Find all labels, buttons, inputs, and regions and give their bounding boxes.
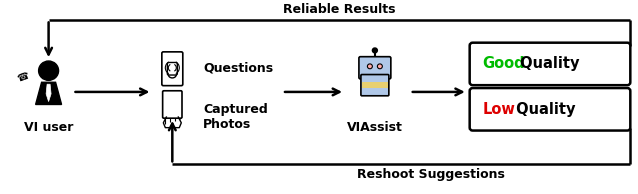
FancyBboxPatch shape	[359, 57, 391, 79]
Circle shape	[367, 64, 373, 69]
Text: Captured
Photos: Captured Photos	[204, 103, 268, 131]
Text: Questions: Questions	[204, 61, 273, 74]
Circle shape	[39, 61, 59, 80]
Text: VI user: VI user	[24, 121, 73, 134]
FancyBboxPatch shape	[470, 88, 630, 131]
Polygon shape	[46, 84, 51, 102]
FancyBboxPatch shape	[167, 62, 177, 75]
Text: Reliable Results: Reliable Results	[283, 3, 396, 16]
Circle shape	[377, 64, 382, 69]
FancyBboxPatch shape	[362, 82, 388, 88]
FancyBboxPatch shape	[162, 52, 183, 86]
Text: Good: Good	[482, 56, 525, 71]
Text: ☎: ☎	[15, 71, 30, 84]
FancyBboxPatch shape	[163, 91, 182, 118]
FancyBboxPatch shape	[470, 43, 630, 85]
Text: Quality: Quality	[510, 102, 575, 117]
Text: Quality: Quality	[515, 56, 579, 71]
Text: Reshoot Suggestions: Reshoot Suggestions	[357, 168, 505, 181]
Text: VIAssist: VIAssist	[347, 121, 403, 134]
Text: Low: Low	[482, 102, 516, 117]
Circle shape	[373, 48, 377, 53]
FancyBboxPatch shape	[361, 74, 389, 96]
Polygon shape	[36, 82, 61, 105]
